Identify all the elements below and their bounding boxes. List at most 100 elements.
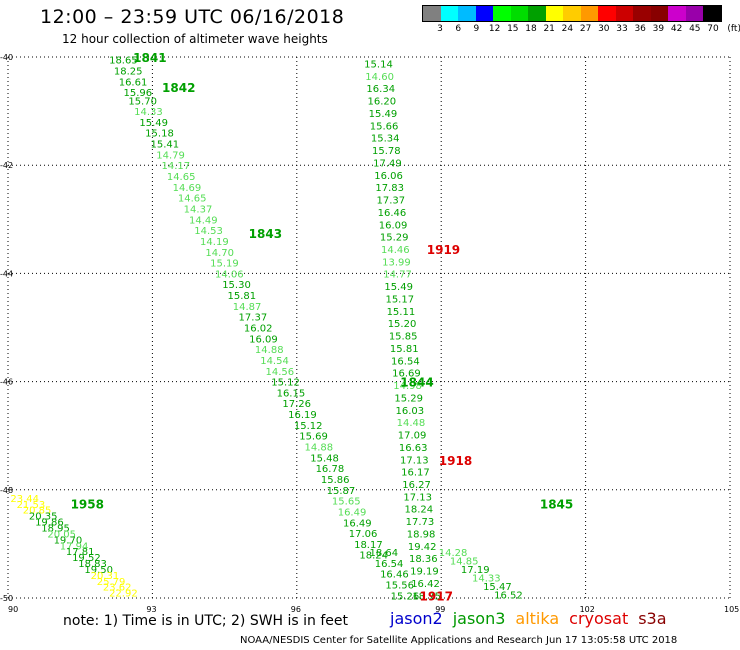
scale-label: 39 <box>652 24 665 34</box>
swh-value: 14.06 <box>215 269 244 280</box>
scale-label: 33 <box>616 24 628 34</box>
swh-value: 19.50 <box>84 565 113 576</box>
swh-value: 17.06 <box>349 529 378 540</box>
swh-value: 14.77 <box>383 270 412 281</box>
swh-value: 15.30 <box>222 280 251 291</box>
swh-value: 18.64 <box>369 548 398 559</box>
swh-value: 17.13 <box>403 492 432 503</box>
swh-value: 14.85 <box>450 557 479 568</box>
y-tick-label: -44 <box>0 269 13 278</box>
swh-value: 18.24 <box>404 505 433 516</box>
scale-label: 6 <box>455 24 462 34</box>
scale-swatch <box>615 6 633 21</box>
swh-value: 14.46 <box>381 245 410 256</box>
pass-number-label: 1843 <box>249 227 282 241</box>
swh-value: 14.19 <box>200 237 229 248</box>
swh-value: 17.09 <box>398 431 427 442</box>
scale-label: 70 <box>707 24 719 34</box>
swh-value: 15.70 <box>128 96 157 107</box>
swh-value: 17.19 <box>461 565 490 576</box>
swh-value: 16.63 <box>399 443 428 454</box>
swh-value: 18.25 <box>114 67 143 78</box>
swh-value: 15.56 <box>385 580 414 591</box>
swh-value: 14.88 <box>305 443 334 454</box>
swh-value: 14.17 <box>162 161 191 172</box>
scale-label: 9 <box>473 24 480 34</box>
pass-number-label: 1845 <box>540 497 573 511</box>
swh-value: 14.88 <box>255 345 284 356</box>
scale-label: 36 <box>634 24 646 34</box>
scale-swatch <box>510 6 528 21</box>
swh-value: 15.19 <box>210 259 239 270</box>
swh-value: 15.41 <box>150 140 179 151</box>
swh-value: 14.54 <box>260 356 289 367</box>
swh-value: 15.49 <box>139 118 168 129</box>
scale-swatch <box>528 6 546 21</box>
scale-swatch <box>685 6 703 21</box>
scale-label: 12 <box>488 24 501 34</box>
swh-value: 14.33 <box>134 107 163 118</box>
y-tick-label: -50 <box>0 594 13 603</box>
x-tick-label: 102 <box>580 605 595 614</box>
x-tick-label: 105 <box>724 605 739 614</box>
swh-value: 18.98 <box>407 529 436 540</box>
swh-value: 20.35 <box>29 512 58 523</box>
scale-swatch <box>580 6 598 21</box>
pass-number-label: 1841 <box>133 51 166 65</box>
legend-jason2: jason2 <box>390 609 443 628</box>
color-scale-labels: 3 6 9 12 15 18 21 24 27 30 33 36 39 42 45 70 (ft) <box>422 24 740 38</box>
scale-label: 30 <box>598 24 610 34</box>
swh-value: 15.78 <box>372 146 401 157</box>
swh-value: 16.54 <box>375 559 404 570</box>
swh-value: 22.92 <box>109 589 138 600</box>
swh-value: 16.17 <box>401 468 430 479</box>
swh-value: 15.26 <box>391 591 420 602</box>
swh-value: 16.49 <box>343 518 372 529</box>
swh-value: 14.56 <box>266 367 295 378</box>
swh-value: 15.34 <box>371 134 400 145</box>
swh-value: 18.36 <box>409 554 438 565</box>
swh-value: 19.19 <box>410 567 439 578</box>
scale-swatch <box>423 6 441 21</box>
swh-value: 16.46 <box>380 570 409 581</box>
swh-value: 16.54 <box>391 356 420 367</box>
swh-value: 14.37 <box>184 204 213 215</box>
swh-value: 25.79 <box>97 577 126 588</box>
scale-unit-label: (ft) <box>727 24 740 34</box>
swh-value: 15.17 <box>385 294 414 305</box>
y-tick-label: -42 <box>0 161 13 170</box>
swh-value: 15.14 <box>364 59 393 70</box>
swh-value: 15.81 <box>227 291 256 302</box>
swh-value: 14.65 <box>167 172 196 183</box>
swh-value: 19.42 <box>408 542 437 553</box>
scale-label: 21 <box>543 24 555 34</box>
x-tick-label: 99 <box>435 605 445 614</box>
x-tick-label: 96 <box>291 605 301 614</box>
swh-value: 13.99 <box>382 257 411 268</box>
swh-value: 20.05 <box>47 529 76 540</box>
swh-value: 15.96 <box>124 88 153 99</box>
scale-swatch <box>475 6 493 21</box>
scale-swatch <box>633 6 651 21</box>
swh-value: 19.52 <box>72 553 101 564</box>
swh-value: 15.81 <box>390 344 419 355</box>
swh-value: 15.29 <box>380 233 409 244</box>
scale-swatch <box>598 6 616 21</box>
scale-swatch <box>458 6 476 21</box>
pass-number-label: 1842 <box>162 81 195 95</box>
swh-value: 18.17 <box>354 540 383 551</box>
swh-value: 17.81 <box>66 547 95 558</box>
swh-value: 16.42 <box>411 579 440 590</box>
footer-note: note: 1) Time is in UTC; 2) SWH is in fe… <box>63 613 349 629</box>
swh-value: 17.83 <box>375 183 404 194</box>
pass-number-label: 1918 <box>439 454 472 468</box>
scale-label: 18 <box>525 24 537 34</box>
swh-value: 15.66 <box>370 121 399 132</box>
legend-cryosat: cryosat <box>569 609 629 628</box>
swh-value: 19.86 <box>35 518 64 529</box>
swh-value: 14.87 <box>233 302 262 313</box>
color-scale-bar <box>422 5 722 22</box>
swh-value: 21.53 <box>17 500 46 511</box>
pass-number-label: 1844 <box>400 376 433 390</box>
scale-swatch <box>650 6 668 21</box>
